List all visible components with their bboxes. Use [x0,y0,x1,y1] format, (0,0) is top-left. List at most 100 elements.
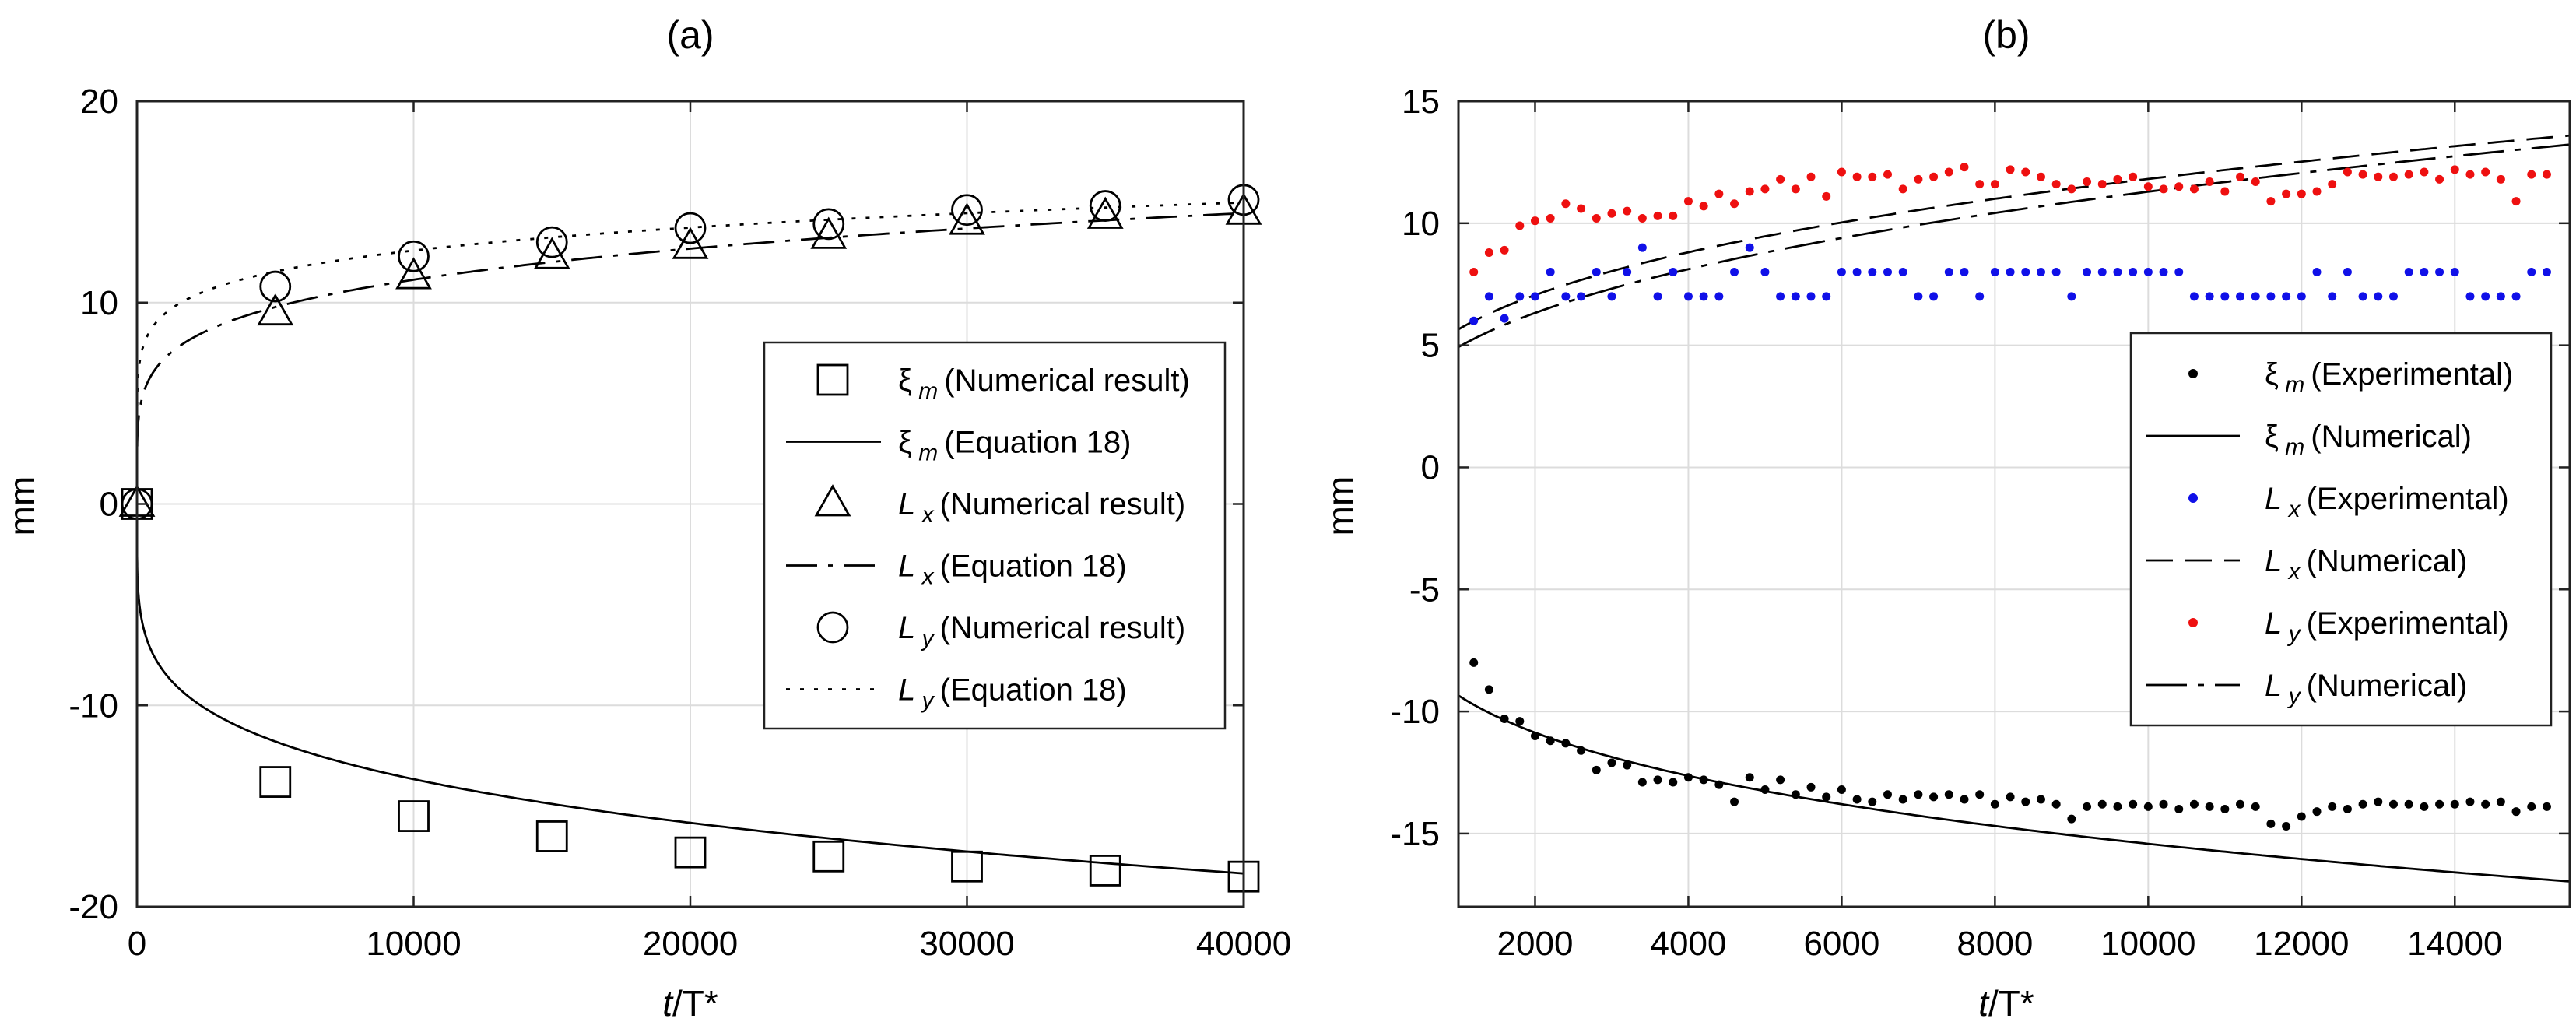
xi-m-experimental-point [1990,799,1999,809]
panel-a-xtick-label: 40000 [1196,925,1291,963]
Lx-experimental-point [2113,268,2122,277]
panel-a-legend-marker [814,484,851,517]
Ly-experimental-point [1515,221,1525,230]
xi-m-experimental-point [1914,790,1923,799]
Lx-experimental-point [1683,292,1693,301]
Lx-experimental-point [1883,268,1893,277]
Lx-experimental-point [1637,243,1647,252]
Lx-experimental-point [1530,292,1539,301]
Lx-experimental-point [2067,292,2076,301]
xi-m-experimental-point [2036,795,2045,804]
panel-a-xtick-label: 20000 [643,925,738,963]
xi-m-experimental-point [1898,795,1907,804]
xi-m-experimental-point [1592,765,1601,774]
panel-b-legend-label: L y (Numerical) [2265,669,2467,709]
xi-m-experimental-point [1546,736,1555,746]
Lx-experimental-point [2450,268,2459,277]
Lx-experimental-point [1546,268,1555,277]
legend-subscript: y [2282,621,2301,647]
Ly-experimental-point [1944,167,1953,177]
panel-b-legend: ξ m (Experimental)ξ m (Numerical)L x (Exper… [2129,332,2553,727]
Lx-numerical-point [672,227,709,259]
legend-text: (Numerical) [2311,420,2472,454]
Ly-experimental-point [1561,199,1571,209]
panel-a-ticks: 0 10000 20000 30000 40000 -20 -10 0 10 20 [68,83,1291,963]
legend-subscript: x [2282,559,2301,585]
panel-b-legend-marker [2188,618,2198,627]
panel-b-axes-box [1457,100,2571,908]
Ly-experimental-point [1714,189,1724,198]
Lx-experimental-point [1577,292,1586,301]
Lx-experimental-point [2159,268,2168,277]
Ly-experimental-point [1791,184,1800,194]
panel-a-legend-label: L x (Equation 18) [898,550,1127,590]
legend-subscript: m [912,441,938,466]
xi-m-experimental-point [2220,805,2230,814]
Ly-numerical-point [398,240,430,272]
legend-symbol: L [2265,544,2282,578]
Ly-experimental-point [2174,182,2184,191]
Lx-experimental-point [2021,268,2030,277]
Lx-experimental-point [2143,268,2153,277]
legend-text: (Equation 18) [940,673,1127,708]
Ly-experimental-point [1760,184,1770,194]
xi-m-experimental-point [2358,799,2367,809]
Ly-experimental-point [1837,167,1846,177]
Ly-experimental-point [1546,214,1555,223]
Lx-experimental-point [1730,268,1739,277]
xi-m-experimental-point [1515,717,1525,726]
legend-text: (Equation 18) [944,426,1131,460]
Ly-experimental-point [2527,170,2536,179]
Lx-experimental-point [1837,268,1846,277]
Ly-experimental-point [2159,184,2168,194]
Lx-experimental-point [2358,292,2367,301]
xi-m-experimental-point [2097,799,2107,809]
Ly-experimental-point [1607,209,1616,218]
xi-m-experimental-point [2511,807,2521,817]
xi-m-experimental-point [1929,792,1939,802]
legend-text: (Experimental) [2311,357,2513,392]
Lx-experimental-point [2312,268,2322,277]
xi-m-experimental-point [2343,805,2352,814]
panel-b-legend-box [2129,332,2553,727]
ly-numerical-curve [1458,143,2571,349]
xi-m-numerical-point [259,766,292,798]
xi-m-numerical-point [951,850,983,883]
Lx-experimental-point [2481,292,2490,301]
Lx-numerical-point [257,293,294,326]
panel-b: (b) 2000 4000 6000 8000 10000 12000 14000 -15 -1… [1320,13,2571,1024]
legend-text: (Numerical result) [940,611,1186,645]
xi-m-experimental-point [1577,746,1586,755]
xi-m-experimental-point [1637,778,1647,787]
Ly-experimental-point [1883,170,1893,179]
panel-a-legend-label: L y (Numerical result) [898,611,1185,651]
legend-text: (Numerical result) [940,487,1186,522]
lx-numerical-curve [1458,134,2571,331]
Ly-experimental-point [2404,170,2413,179]
Ly-experimental-point [2282,189,2291,198]
xi-m-experimental-point [1653,775,1662,785]
panel-b-legend-label: L y (Experimental) [2265,606,2509,647]
Ly-experimental-point [2113,174,2122,184]
legend-symbol: L [898,487,915,522]
Ly-numerical-point [1089,190,1121,222]
Ly-experimental-point [2036,172,2045,181]
legend-text: (Numerical result) [944,363,1190,398]
Lx-experimental-point [1500,314,1509,323]
Ly-experimental-point [2006,165,2015,174]
panel-b-legend-label: L x (Experimental) [2265,482,2509,522]
Ly-experimental-point [1699,202,1708,211]
Lx-experimental-point [2465,292,2475,301]
Lx-experimental-point [2420,268,2429,277]
panel-b-legend-marker [2188,493,2198,503]
Lx-experimental-point [2097,268,2107,277]
xi-m-experimental-point [2236,799,2245,809]
Lx-experimental-point [1806,292,1816,301]
Lx-experimental-point [2404,268,2413,277]
Ly-experimental-point [1730,199,1739,209]
Ly-experimental-point [2481,167,2490,177]
lx-equation-curve [135,212,1244,504]
panel-b-legend-label: ξ m (Experimental) [2265,357,2513,398]
Ly-experimental-point [2067,184,2076,194]
xi-m-experimental-point [2297,812,2306,821]
